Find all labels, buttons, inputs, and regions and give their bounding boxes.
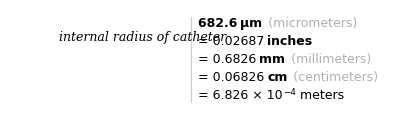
Text: μm: μm xyxy=(240,17,262,30)
Text: (centimeters): (centimeters) xyxy=(287,71,379,84)
Text: mm: mm xyxy=(259,53,285,66)
Text: internal radius of catheter: internal radius of catheter xyxy=(59,31,226,44)
Text: (millimeters): (millimeters) xyxy=(285,53,371,66)
Text: cm: cm xyxy=(267,71,287,84)
Text: 682.6: 682.6 xyxy=(198,17,240,30)
Text: inches: inches xyxy=(267,35,312,48)
Text: −4: −4 xyxy=(283,88,296,97)
Text: meters: meters xyxy=(296,89,344,102)
Text: = 0.06826: = 0.06826 xyxy=(198,71,267,84)
Text: (micrometers): (micrometers) xyxy=(262,17,358,30)
Text: = 0.02687: = 0.02687 xyxy=(198,35,267,48)
Text: = 0.6826: = 0.6826 xyxy=(198,53,259,66)
Text: = 6.826 × 10: = 6.826 × 10 xyxy=(198,89,283,102)
